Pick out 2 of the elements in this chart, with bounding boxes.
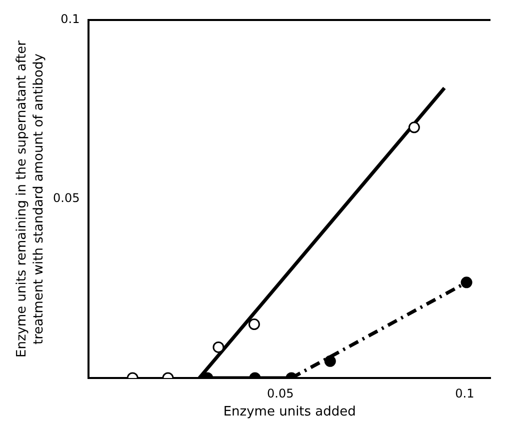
y-axis-title: Enzyme units remaining in the supernatant after treatment with standard amount of antibody (14, 40, 46, 358)
x-axis-title: Enzyme units added (223, 404, 356, 420)
